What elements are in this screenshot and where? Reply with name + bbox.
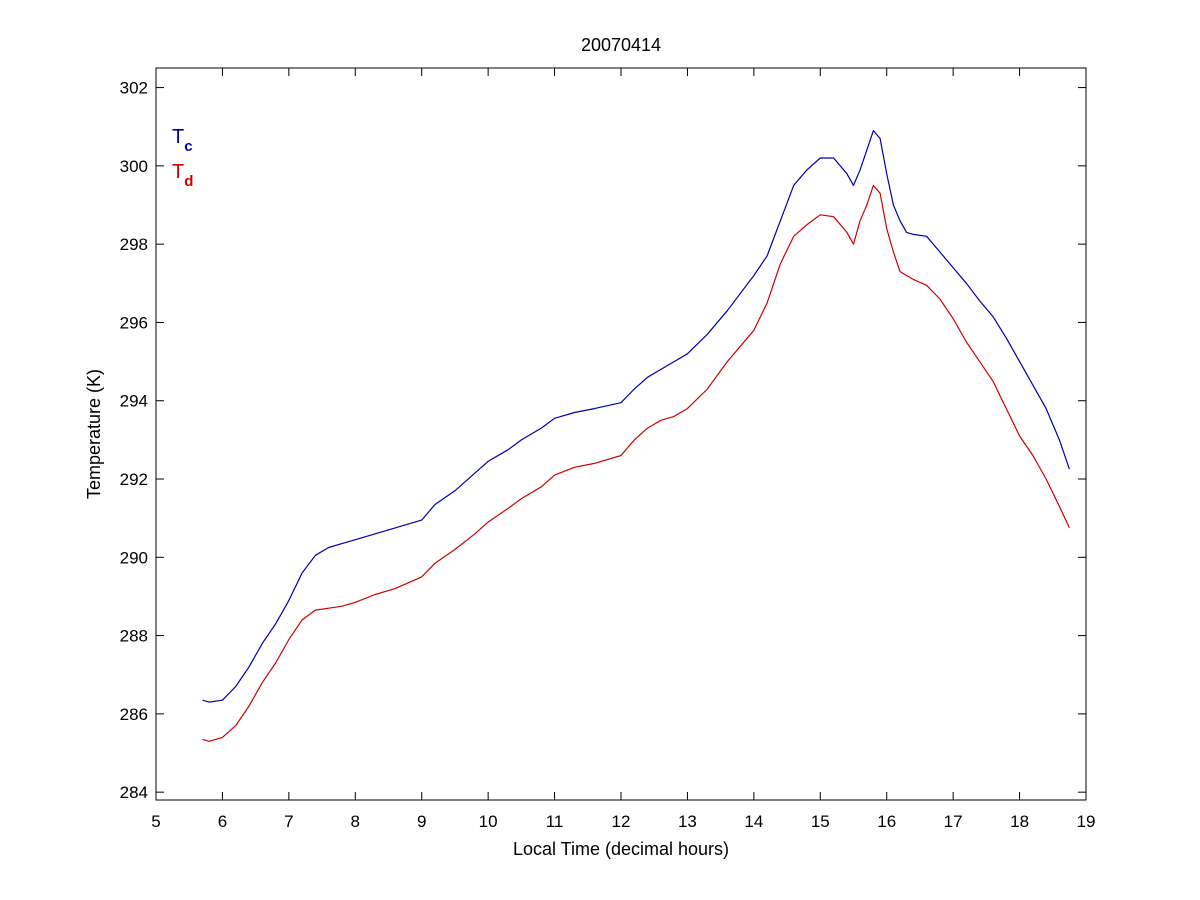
x-tick-label: 19: [1077, 812, 1096, 831]
x-tick-label: 6: [218, 812, 227, 831]
y-axis-label: Temperature (K): [84, 369, 104, 499]
series-line-td: [202, 184, 1070, 742]
series-line-tc: [202, 130, 1070, 703]
axis-ticks: 5 6 7 8 9 10 11 12 13 14 15 16 17 18 19 284 286 288 290 292…: [120, 68, 1096, 831]
x-axis-label: Local Time (decimal hours): [513, 839, 729, 859]
legend-td-symbol: T: [172, 161, 184, 183]
legend: Tc Td: [172, 126, 193, 190]
y-tick-label: 296: [120, 313, 148, 332]
legend-tc-subscript: c: [184, 138, 192, 155]
x-tick-label: 7: [284, 812, 293, 831]
y-tick-label: 284: [120, 783, 148, 802]
x-tick-label: 5: [151, 812, 160, 831]
chart-title: 20070414: [581, 35, 661, 55]
x-tick-label: 8: [351, 812, 360, 831]
x-tick-label: 12: [612, 812, 631, 831]
legend-td-subscript: d: [184, 173, 193, 190]
x-tick-label: 11: [546, 812, 564, 831]
x-tick-label: 18: [1010, 812, 1029, 831]
y-tick-label: 290: [120, 548, 148, 567]
x-tick-label: 9: [417, 812, 426, 831]
x-tick-label: 17: [944, 812, 963, 831]
x-tick-label: 13: [678, 812, 697, 831]
y-tick-label: 288: [120, 627, 148, 646]
y-tick-label: 298: [120, 235, 148, 254]
plot-area-background: [155, 67, 1087, 801]
x-tick-label: 15: [811, 812, 830, 831]
legend-entry-tc: Tc: [172, 126, 193, 155]
legend-entry-td: Td: [172, 161, 193, 190]
x-tick-label: 14: [744, 812, 763, 831]
x-tick-label: 10: [479, 812, 498, 831]
y-tick-label: 294: [120, 392, 148, 411]
y-tick-label: 302: [120, 79, 148, 98]
y-tick-label: 286: [120, 705, 148, 724]
legend-tc-symbol: T: [172, 126, 184, 148]
series-layer: [202, 130, 1070, 742]
y-tick-label: 300: [120, 157, 148, 176]
x-tick-label: 16: [877, 812, 896, 831]
y-tick-label: 292: [120, 470, 148, 489]
